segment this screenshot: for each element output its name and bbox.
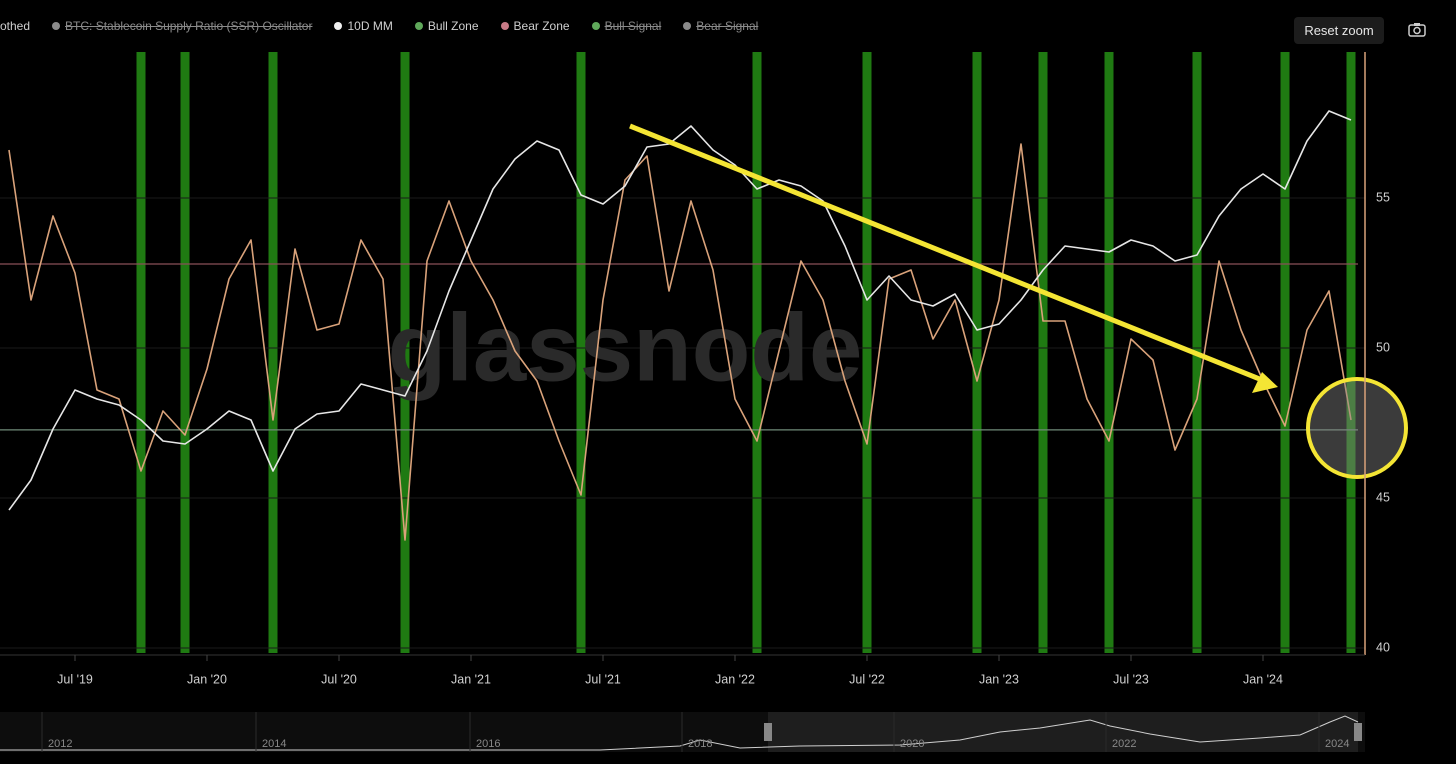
legend-item[interactable]: Bear Zone: [500, 19, 570, 33]
x-tick-label: Jul '19: [57, 672, 93, 686]
navigator-handle[interactable]: [1354, 723, 1362, 741]
bull-signal-band: [1038, 52, 1048, 653]
bull-signal-band: [576, 52, 586, 653]
bull-signal-band: [1104, 52, 1114, 653]
navigator-label: 2014: [262, 738, 286, 750]
legend-dot: [414, 22, 423, 30]
legend-label: 10D MM: [347, 19, 393, 33]
legend-label: Bull Signal: [604, 19, 662, 33]
legend-label: BTC: Stablecoin Supply Ratio (SSR) Oscil…: [65, 19, 313, 33]
trend-arrow: [629, 123, 1263, 383]
legend-dot: [591, 22, 600, 30]
legend-dot: [683, 22, 692, 30]
legend-label: othed: [0, 19, 31, 33]
x-tick-label: Jul '21: [585, 672, 621, 686]
highlight-circle: [1306, 377, 1408, 479]
legend-item[interactable]: Bear Signal: [683, 19, 758, 33]
legend: othed BTC: Stablecoin Supply Ratio (SSR) …: [0, 17, 758, 35]
legend-label: Bull Zone: [427, 19, 479, 33]
bull-signal-band: [862, 52, 872, 653]
legend-label: Bear Signal: [696, 19, 759, 33]
x-tick-label: Jan '24: [1243, 672, 1283, 686]
navigator-handle[interactable]: [764, 723, 772, 741]
camera-icon[interactable]: [1408, 22, 1426, 38]
navigator-label: 2022: [1112, 738, 1136, 750]
y-tick-label: 55: [1376, 190, 1390, 204]
x-tick-label: Jul '22: [849, 672, 885, 686]
x-tick-label: Jan '21: [451, 672, 491, 686]
navigator-label: 2018: [688, 738, 712, 750]
x-tick-label: Jan '22: [715, 672, 755, 686]
navigator-line: [0, 715, 1359, 751]
legend-item[interactable]: Bull Zone: [414, 19, 479, 33]
series-line: [8, 143, 1352, 541]
bull-signal-band: [180, 52, 190, 653]
bull-signal-band: [752, 52, 762, 653]
navigator-window[interactable]: [768, 712, 1358, 752]
bull-signal-band: [400, 52, 410, 653]
arrow-head: [1252, 372, 1278, 393]
legend-item[interactable]: Bull Signal: [591, 19, 662, 33]
series-line: [8, 110, 1352, 511]
reset-zoom-button[interactable]: Reset zoom: [1294, 17, 1384, 44]
y-tick-label: 40: [1376, 640, 1390, 654]
legend-item[interactable]: 10D MM: [334, 19, 393, 33]
bull-signal-band: [1280, 52, 1290, 653]
legend-label: Bear Zone: [513, 19, 570, 33]
y-tick-label: 50: [1376, 340, 1390, 354]
x-tick-label: Jul '23: [1113, 672, 1149, 686]
legend-dot: [52, 22, 61, 30]
legend-dot: [334, 22, 343, 30]
legend-item[interactable]: BTC: Stablecoin Supply Ratio (SSR) Oscil…: [52, 19, 312, 33]
y-tick-label: 45: [1376, 490, 1390, 504]
bull-signal-band: [972, 52, 982, 653]
x-tick-label: Jan '23: [979, 672, 1019, 686]
legend-item[interactable]: othed: [0, 19, 30, 33]
navigator-label: 2016: [476, 738, 500, 750]
bull-signal-band: [268, 52, 278, 653]
navigator-label: 2012: [48, 738, 72, 750]
navigator-label: 2020: [900, 738, 924, 750]
bull-signal-band: [136, 52, 146, 653]
watermark: glassnode: [388, 294, 863, 401]
bull-signal-band: [1346, 52, 1356, 653]
x-tick-label: Jan '20: [187, 672, 227, 686]
x-tick-label: Jul '20: [321, 672, 357, 686]
legend-dot: [500, 22, 509, 30]
navigator-label: 2024: [1325, 738, 1349, 750]
